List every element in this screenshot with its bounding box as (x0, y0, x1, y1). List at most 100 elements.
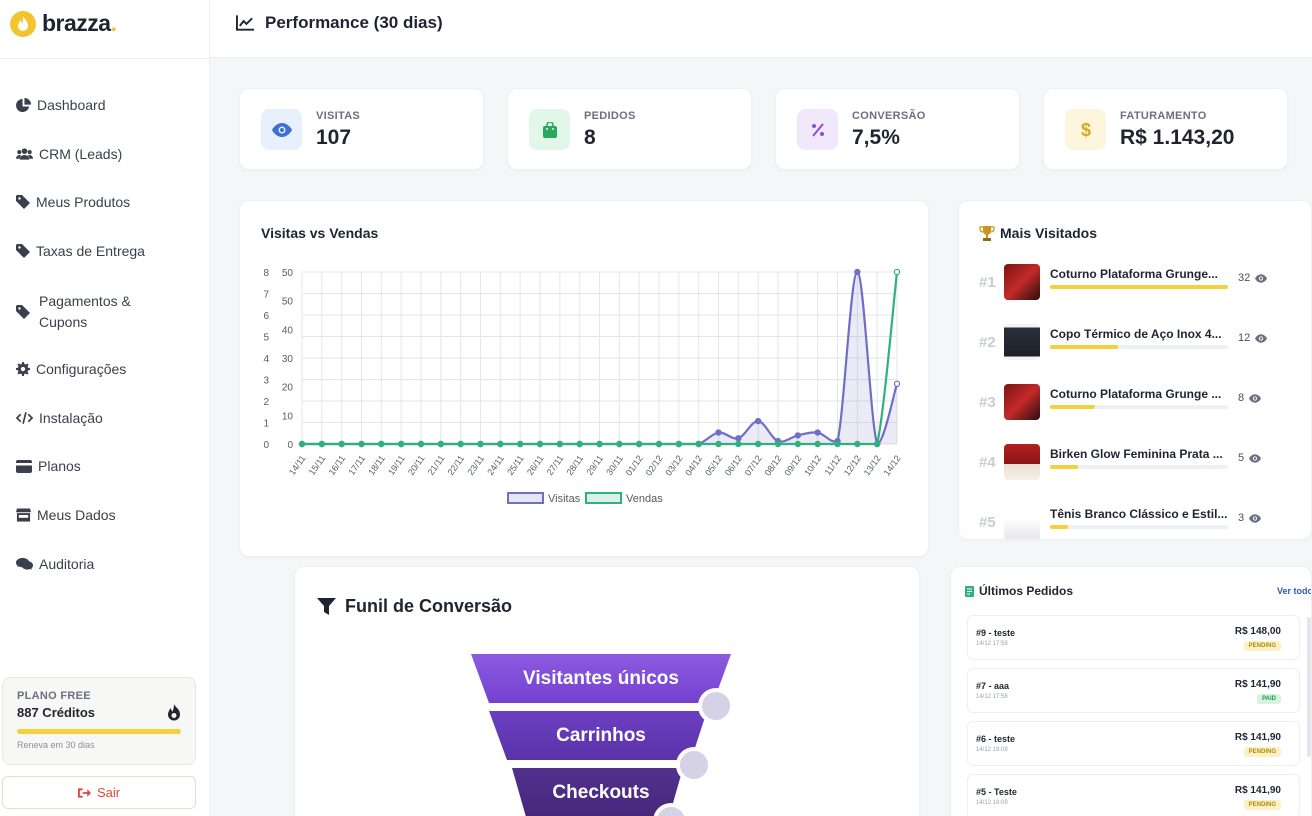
eye-icon (1255, 333, 1268, 343)
kpi-value: R$ 1.143,20 (1120, 126, 1235, 149)
most-visited-item[interactable]: #3 Coturno Plataforma Grunge ... 8 (979, 382, 1273, 432)
plan-renew: Reneva em 30 dias (17, 740, 95, 750)
gear-icon (16, 362, 30, 376)
order-row[interactable]: #7 - aaa 14/12 17:58 R$ 141,90 PAID (967, 668, 1300, 713)
sidebar-item-crm[interactable]: CRM (Leads) (16, 146, 122, 162)
orders-scrollbar[interactable] (1307, 617, 1311, 757)
order-id: #7 - aaa (976, 681, 1010, 691)
visits-share-fill (1050, 465, 1079, 469)
most-visited-item[interactable]: #5 Tênis Branco Clássico e Estil... 3 (979, 502, 1273, 539)
most-visited-item[interactable]: #1 Coturno Plataforma Grunge... 32 (979, 262, 1273, 312)
funnel-title: Funil de Conversão (317, 596, 512, 617)
visits-axis-tick: 0 (287, 440, 293, 451)
legend-label: Visitas (548, 493, 581, 505)
vendas-point (457, 440, 464, 448)
visits-axis-tick: 40 (282, 325, 294, 336)
order-row[interactable]: #5 - Teste 14/12 19:09 R$ 141,90 PENDING (967, 774, 1300, 816)
x-axis-tick: 04/12 (683, 453, 704, 477)
vendas-point (854, 440, 861, 448)
vendas-point (318, 440, 326, 448)
x-axis-tick: 02/12 (644, 453, 665, 477)
product-name: Coturno Plataforma Grunge... (1050, 267, 1219, 281)
left-axis-tick: 7 (263, 290, 269, 301)
order-row[interactable]: #6 - teste 14/12 19:08 R$ 141,90 PENDING (967, 721, 1300, 766)
legend-swatch (507, 492, 544, 504)
vendas-point (675, 440, 683, 448)
vendas-point (358, 440, 365, 448)
x-axis-tick: 19/11 (386, 453, 407, 477)
order-id: #6 - teste (976, 734, 1016, 744)
sidebar-item-my-data[interactable]: Meus Dados (16, 507, 116, 523)
status-badge: PENDING (1243, 641, 1281, 651)
vendas-point (477, 440, 484, 448)
most-visited-item[interactable]: #2 Copo Térmico de Aço Inox 4... 12 (979, 322, 1273, 372)
product-name: Coturno Plataforma Grunge ... (1050, 387, 1222, 401)
eye-icon (1249, 453, 1262, 463)
most-visited-item[interactable]: #4 Birken Glow Feminina Prata ... 5 (979, 442, 1273, 492)
vendas-point (655, 440, 663, 448)
x-axis-tick: 30/11 (604, 453, 625, 477)
visit-count: 8 (1238, 392, 1262, 404)
plan-progress-bar (17, 729, 181, 734)
card-icon (16, 459, 32, 473)
x-axis-tick: 20/11 (406, 453, 427, 477)
x-axis-tick: 17/11 (346, 453, 367, 477)
sidebar-item-label: Configurações (36, 361, 127, 377)
sidebar-item-audit[interactable]: Auditoria (16, 556, 94, 572)
view-all-link[interactable]: Ver todos (1277, 586, 1311, 596)
orders-card: Últimos Pedidos Ver todos #9 - teste 14/1… (950, 566, 1312, 816)
sidebar-item-dashboard[interactable]: Dashboard (16, 97, 106, 113)
receipt-icon (965, 585, 974, 597)
x-axis-tick: 21/11 (426, 453, 447, 477)
vendas-point (695, 440, 702, 448)
line-chart-icon (236, 15, 255, 31)
vendas-point (576, 440, 583, 448)
sidebar-item-installation[interactable]: Instalação (16, 410, 103, 426)
funnel-dot (676, 747, 712, 783)
sidebar-item-payments[interactable]: Pagamentos & Cupons (16, 291, 131, 333)
vendas-point (834, 440, 841, 448)
logout-label: Sair (96, 785, 121, 800)
visit-count: 12 (1238, 332, 1268, 344)
funnel-stage-checkouts: Checkouts (512, 768, 683, 816)
kpi-card-revenue: $ FATURAMENTO R$ 1.143,20 (1043, 88, 1288, 170)
plan-credits: 887 Créditos (17, 705, 96, 720)
sidebar-item-settings[interactable]: Configurações (16, 361, 126, 377)
order-row[interactable]: #9 - teste 14/12 17:59 R$ 148,00 PENDING (967, 615, 1300, 660)
flame-logo-icon (10, 10, 36, 37)
vendas-point (497, 440, 504, 448)
x-axis-tick: 29/11 (584, 453, 605, 477)
filter-icon (317, 598, 336, 615)
x-axis-tick: 24/11 (485, 453, 506, 477)
logout-button[interactable]: Sair (2, 776, 196, 809)
order-date: 14/12 17:58 (976, 694, 1008, 700)
sidebar-item-plans[interactable]: Planos (16, 458, 81, 474)
status-badge: PENDING (1243, 747, 1281, 757)
vendas-point (794, 440, 802, 448)
brand-logo[interactable]: brazza. (10, 10, 117, 37)
sidebar-item-label: Planos (38, 458, 81, 474)
rank-label: #4 (979, 454, 996, 471)
product-name: Copo Térmico de Aço Inox 4... (1050, 327, 1222, 341)
plan-tag: PLANO FREE (17, 690, 91, 702)
product-name: Birken Glow Feminina Prata ... (1050, 447, 1223, 461)
visitas-point (735, 435, 742, 442)
visitas-point (754, 417, 762, 425)
sidebar-item-label: Auditoria (39, 556, 95, 572)
sidebar-item-delivery-fees[interactable]: Taxas de Entrega (16, 243, 145, 259)
product-thumbnail (1004, 384, 1040, 420)
percent-icon (797, 109, 838, 150)
rank-label: #1 (979, 274, 996, 291)
funnel-card: Funil de Conversão Visitantes únicos Car… (294, 566, 920, 816)
visits-axis-tick: 30 (282, 354, 294, 365)
vendas-point (338, 440, 345, 448)
vendas-point (417, 440, 425, 448)
sidebar-item-label: Meus Produtos (36, 194, 131, 210)
x-axis-tick: 10/12 (802, 453, 823, 477)
sidebar-item-products[interactable]: Meus Produtos (16, 194, 130, 210)
legend-swatch (585, 492, 622, 504)
order-amount: R$ 141,90 (1234, 732, 1281, 743)
visits-axis-tick: 10 (282, 411, 294, 422)
visits-share-fill (1050, 285, 1228, 289)
x-axis-tick: 14/11 (287, 453, 308, 477)
